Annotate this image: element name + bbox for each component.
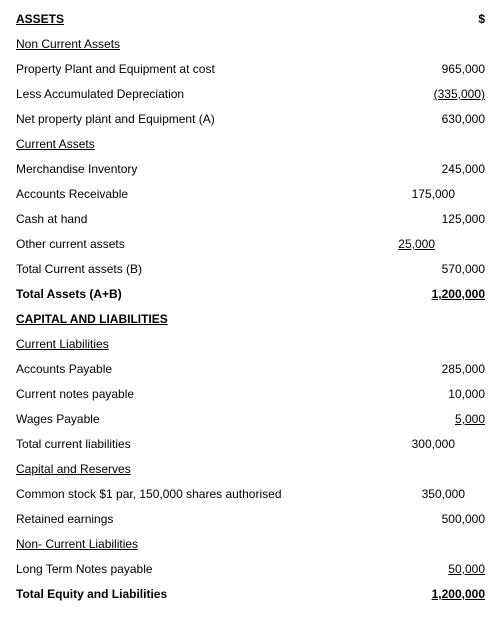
total-equity-label: Total Equity and Liabilities [16, 587, 385, 601]
item-label: Total Current assets (B) [16, 262, 385, 276]
item-label: Less Accumulated Depreciation [16, 87, 385, 101]
section-title: Capital and Reserves [16, 462, 485, 476]
item-value: 300,000 [355, 437, 485, 451]
item-label: Merchandise Inventory [16, 162, 385, 176]
item-label: Cash at hand [16, 212, 385, 226]
item-value: 175,000 [355, 187, 485, 201]
item-value: 125,000 [385, 212, 485, 226]
total-row: Total Equity and Liabilities 1,200,000 [16, 587, 485, 601]
section-title: Current Liabilities [16, 337, 485, 351]
non-current-liabilities-title: Non- Current Liabilities [16, 537, 138, 551]
line-item: Net property plant and Equipment (A) 630… [16, 112, 485, 126]
item-value: 630,000 [385, 112, 485, 126]
item-value: 10,000 [385, 387, 485, 401]
non-current-assets-title: Non Current Assets [16, 37, 120, 51]
total-assets-value: 1,200,000 [385, 287, 485, 301]
item-label: Retained earnings [16, 512, 385, 526]
line-item: Long Term Notes payable 50,000 [16, 562, 485, 576]
item-value: 25,000 [335, 237, 485, 251]
line-item: Property Plant and Equipment at cost 965… [16, 62, 485, 76]
total-row: Total Assets (A+B) 1,200,000 [16, 287, 485, 301]
line-item: Accounts Receivable 175,000 [16, 187, 485, 201]
item-value: 285,000 [385, 362, 485, 376]
item-label: Net property plant and Equipment (A) [16, 112, 385, 126]
item-value: 965,000 [385, 62, 485, 76]
item-value: (335,000) [385, 87, 485, 101]
line-item: Total current liabilities 300,000 [16, 437, 485, 451]
item-label: Current notes payable [16, 387, 385, 401]
item-label: Total current liabilities [16, 437, 355, 451]
item-label: Accounts Receivable [16, 187, 355, 201]
line-item: Common stock $1 par, 150,000 shares auth… [16, 487, 485, 501]
item-value: 500,000 [385, 512, 485, 526]
item-value: 5,000 [385, 412, 485, 426]
line-item: Merchandise Inventory 245,000 [16, 162, 485, 176]
line-item: Other current assets 25,000 [16, 237, 485, 251]
line-item: Accounts Payable 285,000 [16, 362, 485, 376]
assets-heading: ASSETS [16, 12, 64, 26]
line-item: Current notes payable 10,000 [16, 387, 485, 401]
item-value: 50,000 [385, 562, 485, 576]
current-assets-title: Current Assets [16, 137, 95, 151]
total-equity-value: 1,200,000 [385, 587, 485, 601]
capital-reserves-title: Capital and Reserves [16, 462, 131, 476]
section-title: Non- Current Liabilities [16, 537, 485, 551]
item-label: Common stock $1 par, 150,000 shares auth… [16, 487, 365, 501]
section-title: Current Assets [16, 137, 485, 151]
current-liabilities-title: Current Liabilities [16, 337, 109, 351]
line-item: Cash at hand 125,000 [16, 212, 485, 226]
item-label: Long Term Notes payable [16, 562, 385, 576]
line-item: Total Current assets (B) 570,000 [16, 262, 485, 276]
line-item: Retained earnings 500,000 [16, 512, 485, 526]
item-label: Property Plant and Equipment at cost [16, 62, 385, 76]
capital-liabilities-title: CAPITAL AND LIABILITIES [16, 312, 168, 326]
total-assets-label: Total Assets (A+B) [16, 287, 385, 301]
header-row: ASSETS $ [16, 12, 485, 26]
section-title: CAPITAL AND LIABILITIES [16, 312, 485, 326]
section-title: Non Current Assets [16, 37, 485, 51]
item-label: Wages Payable [16, 412, 385, 426]
item-label: Accounts Payable [16, 362, 385, 376]
item-value: 570,000 [385, 262, 485, 276]
item-value: 350,000 [365, 487, 485, 501]
item-label: Other current assets [16, 237, 335, 251]
line-item: Wages Payable 5,000 [16, 412, 485, 426]
item-value: 245,000 [385, 162, 485, 176]
currency-symbol: $ [385, 12, 485, 26]
line-item: Less Accumulated Depreciation (335,000) [16, 87, 485, 101]
